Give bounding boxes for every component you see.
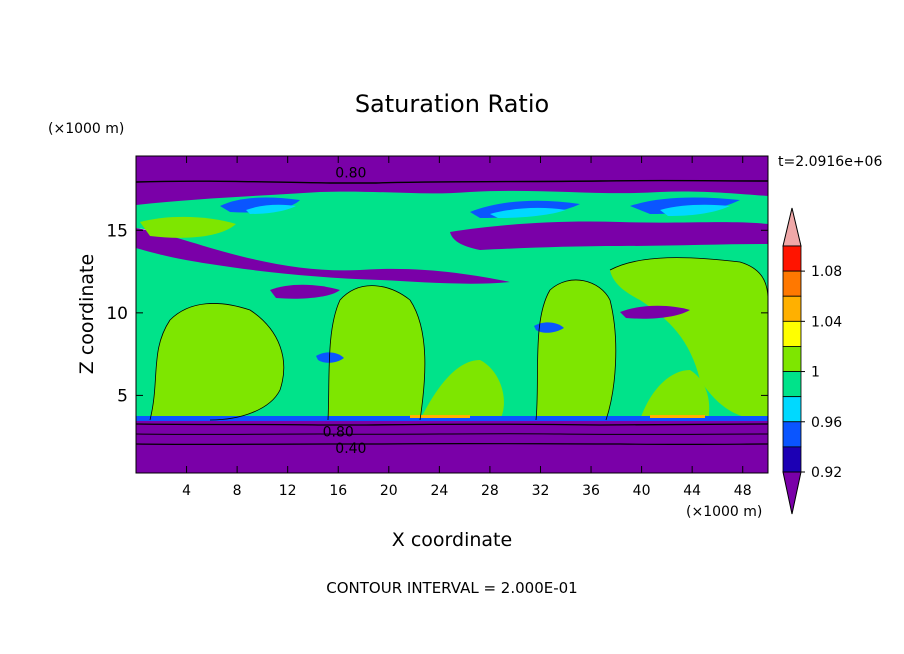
colorbar-box (782, 421, 802, 448)
colorbar-box (782, 245, 802, 272)
cloud-cell-6 (640, 370, 710, 420)
colorbar-label: 1.04 (811, 314, 842, 330)
time-label: t=2.0916e+06 (778, 154, 882, 170)
surface-orange-strip-2 (650, 415, 705, 418)
contour-outline-cells (149, 257, 768, 421)
y-axis-ticks: 5 10 15 (106, 221, 768, 406)
contour-plot-area (136, 156, 768, 473)
x-axis-ticks: 4 8 12 16 20 24 28 32 36 40 44 48 (182, 156, 752, 499)
upper-dry-tongue-1 (136, 228, 510, 284)
upper-cyan-patches (246, 204, 730, 218)
colorbar-box (782, 371, 802, 398)
colorbar-box (782, 295, 802, 322)
y-units-label: (×1000 m) (48, 121, 124, 137)
contour-line-080-top (136, 179, 768, 184)
x-tick-label: 20 (380, 483, 398, 499)
upper-dry-tongue-2 (450, 221, 768, 250)
contour-label: 0.80 (323, 425, 354, 441)
upper-saturated-patch (140, 216, 236, 238)
contour-label: 0.80 (335, 166, 366, 182)
y-tick-label: 15 (106, 221, 128, 241)
contour-line-040 (136, 442, 768, 446)
colorbar-top-triangle (782, 207, 802, 247)
plot-frame (135, 155, 769, 474)
contour-labels: 0.800.800.40 (323, 166, 367, 458)
contour-line-080-bottom (136, 423, 768, 426)
colorbar-bottom-triangle (782, 471, 802, 515)
x-tick-label: 16 (329, 483, 347, 499)
x-tick-label: 32 (532, 483, 550, 499)
colorbar: 0.92 0.96 1 1.04 1.08 (782, 207, 842, 515)
colorbar-box (782, 396, 802, 423)
colorbar-box (782, 446, 802, 473)
x-tick-label: 36 (582, 483, 600, 499)
colorbar-box (782, 270, 802, 297)
colorbar-label: 0.96 (811, 415, 842, 431)
cloud-cell-5 (610, 257, 768, 420)
lower-dry-layer (136, 418, 768, 473)
contour-label: 0.40 (335, 441, 366, 457)
blue-spot-1 (316, 352, 344, 363)
x-tick-label: 28 (481, 483, 499, 499)
x-tick-label: 44 (683, 483, 701, 499)
cloud-cell-4 (536, 279, 616, 420)
dry-streak-1 (270, 284, 340, 299)
cloud-cell-3 (420, 360, 504, 420)
y-tick-label: 5 (117, 386, 128, 406)
x-tick-label: 12 (279, 483, 297, 499)
y-tick-label: 10 (106, 304, 128, 324)
colorbar-label: 0.92 (811, 465, 842, 481)
chart-title: Saturation Ratio (355, 90, 549, 118)
x-tick-label: 8 (233, 483, 242, 499)
upper-blue-patches (220, 197, 740, 218)
cloud-cell-1 (150, 303, 284, 420)
x-tick-label: 4 (182, 483, 191, 499)
dry-streak-2 (620, 305, 690, 319)
colorbar-label: 1 (811, 365, 820, 381)
surface-blue-strip (136, 416, 768, 421)
cloud-cell-2 (328, 285, 425, 420)
x-tick-label: 40 (633, 483, 651, 499)
x-axis-label: X coordinate (392, 529, 512, 551)
contour-line-mid-bottom (136, 433, 768, 435)
blue-spot-2 (534, 322, 564, 333)
y-axis-label: Z coordinate (76, 254, 98, 374)
colorbar-label: 1.08 (811, 264, 842, 280)
x-tick-label: 48 (734, 483, 752, 499)
surface-orange-strip-1 (410, 415, 470, 418)
x-units-label: (×1000 m) (686, 504, 762, 520)
colorbar-box (782, 346, 802, 372)
contour-interval-footer: CONTOUR INTERVAL = 2.000E-01 (326, 579, 577, 597)
x-tick-label: 24 (430, 483, 448, 499)
colorbar-box (782, 320, 802, 347)
